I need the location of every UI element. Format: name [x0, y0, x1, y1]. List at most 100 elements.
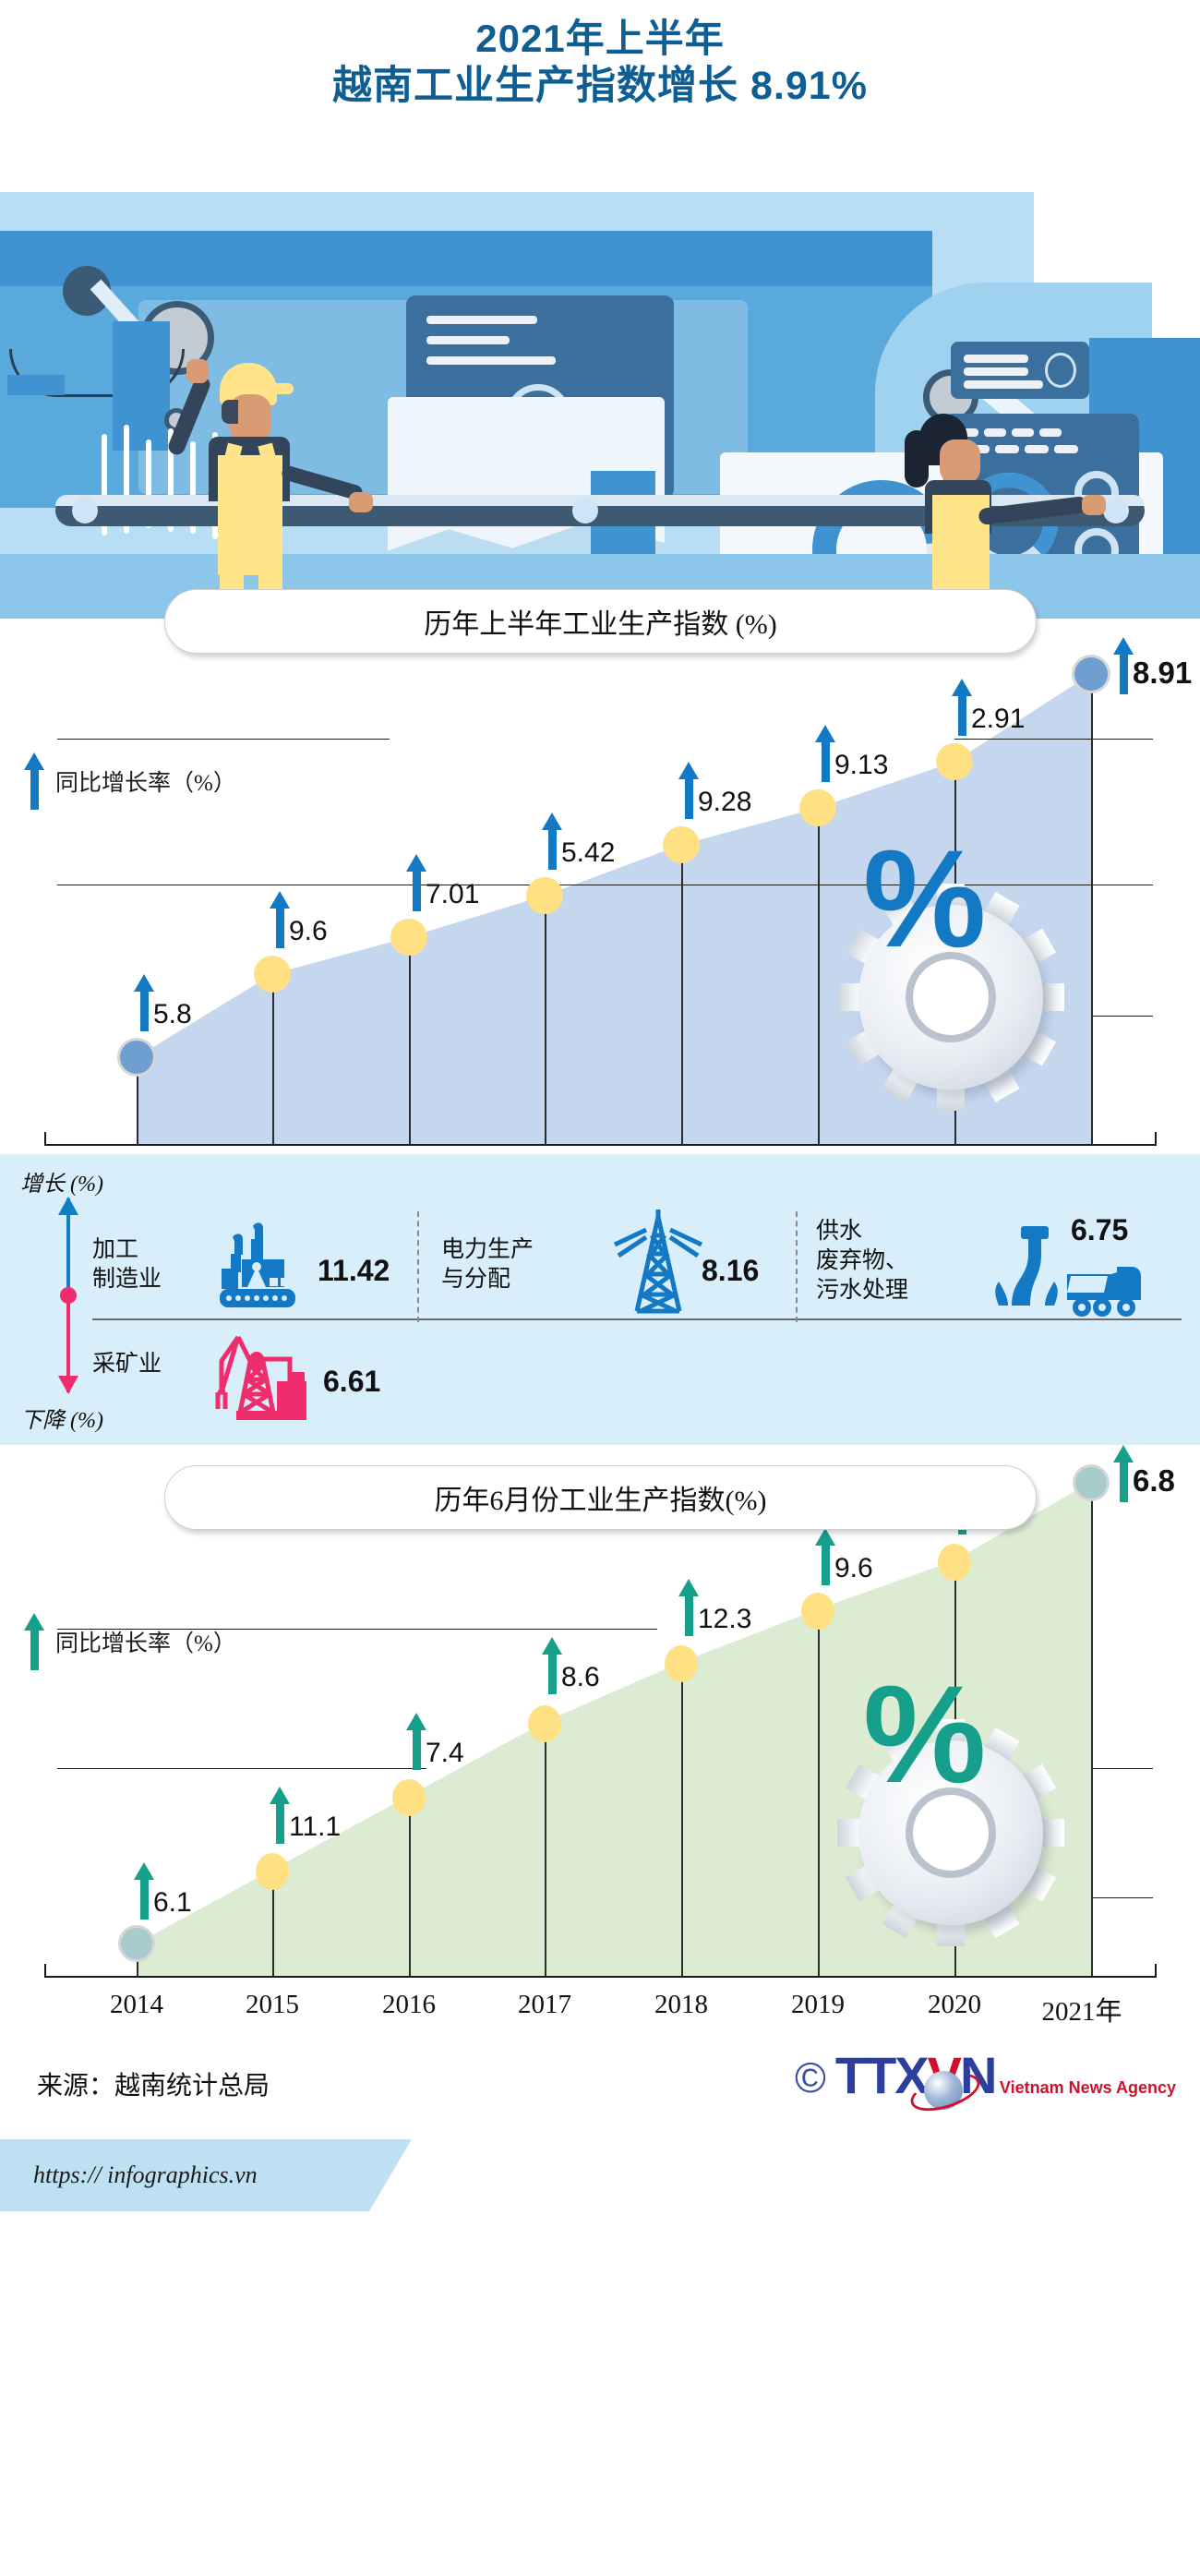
- chart-historical-june: 历年6月份工业生产指数(%) 同比增长率（%）: [0, 1444, 1200, 2036]
- chart1-point: [120, 1040, 153, 1074]
- chart1-value-label: 9.28: [698, 786, 752, 817]
- chart1-value-label: 9.13: [834, 749, 889, 780]
- chart1-caption: 历年上半年工业生产指数 (%): [164, 588, 1037, 654]
- percent-symbol-icon: %: [863, 820, 987, 976]
- chart2-point: [528, 1704, 561, 1742]
- chart1-value-label: 5.42: [561, 837, 616, 868]
- gear-percent-graphic: [831, 877, 1071, 1117]
- up-arrow-icon: [134, 1861, 154, 1920]
- chart1-value-arrow: [270, 890, 290, 948]
- chart1-value-label: 5.8: [153, 998, 192, 1029]
- source-text: 来源：越南统计总局: [37, 2071, 270, 2101]
- chart1-gridline: [1091, 1015, 1153, 1017]
- chart2-x-label: 2015: [246, 1989, 299, 2019]
- chart2-value-arrow: [678, 1578, 699, 1636]
- chart1-area-fill: [137, 673, 1091, 1145]
- sector-label-mining: 采矿业: [92, 1351, 162, 1377]
- chart2-x-label: 2016: [382, 1989, 436, 2019]
- chart2-point: [121, 1927, 152, 1959]
- chart2-x-label: 2020: [928, 1989, 981, 2019]
- chart1-value-arrow: [678, 761, 699, 819]
- chart1-value-label: 9.6: [289, 915, 328, 946]
- chart2-stem: [409, 1795, 411, 1977]
- chart1-plot: % 5.8 9.6 7.01 5.42 9.28: [0, 619, 1200, 1193]
- up-arrow-icon: [406, 1712, 426, 1770]
- arrow-up-icon: [58, 1196, 78, 1215]
- water-truck-icon: [986, 1224, 1143, 1322]
- sector-label-water: 供水 废弃物、 污水处理: [816, 1218, 909, 1303]
- logo-subtitle: Vietnam News Agency: [999, 2077, 1176, 2097]
- sector-value-mining: 6.61: [323, 1364, 381, 1398]
- sector-axis-knob: [60, 1286, 77, 1304]
- chart1-point: [1074, 656, 1108, 691]
- chart1-x-axis: [44, 1143, 1157, 1146]
- chart1-value-arrow: [815, 724, 835, 782]
- chart1-value-arrow: [1113, 636, 1134, 694]
- chart2-gridline: [57, 1628, 657, 1630]
- sector-divider: [92, 1318, 1182, 1320]
- chart2-value-arrow: [134, 1861, 154, 1920]
- up-arrow-icon: [406, 853, 426, 911]
- chart2-x-axis: [44, 1975, 1157, 1978]
- chart1-point: [526, 876, 563, 914]
- chart1-stem: [137, 1056, 138, 1145]
- chart2-x-label: 2019: [791, 1989, 845, 2019]
- chart2-value-label: 8.6: [561, 1661, 600, 1692]
- chart1-point: [254, 955, 291, 993]
- chart2-stem: [818, 1608, 820, 1977]
- chart2-value-label: 6.1: [153, 1886, 192, 1918]
- chart1-stem: [272, 973, 274, 1145]
- chart2-axis-cap: [1155, 1963, 1157, 1977]
- chart1-stem: [409, 936, 411, 1145]
- chart2-value-label: 7.4: [426, 1737, 464, 1768]
- chart2-axis-note-label: 同比增长率（%）: [55, 1631, 236, 1656]
- chart2-x-label: 2014: [110, 1989, 163, 2019]
- sector-band: 增长 (%) 下降 (%) 加工 制造业 11.42 电力生产 与分配: [0, 1153, 1200, 1445]
- sector-value-manufacturing: 11.42: [318, 1253, 390, 1287]
- up-arrow-icon: [542, 812, 562, 870]
- chart2-value-label: 12.3: [698, 1603, 752, 1634]
- url-bar: [0, 2138, 412, 2211]
- chart2-stem: [545, 1721, 546, 1977]
- chart2-stem: [137, 1943, 138, 1977]
- up-arrow-icon: [24, 752, 44, 810]
- chart2-point: [938, 1543, 971, 1581]
- sector-growth-caption: 增长 (%): [20, 1172, 103, 1197]
- page-title: 2021年上半年 越南工业生产指数增长 8.91%: [0, 0, 1200, 111]
- up-arrow-icon: [270, 1786, 290, 1844]
- gear-percent-graphic: [831, 1713, 1071, 1953]
- chart2-caption: 历年6月份工业生产指数(%): [164, 1464, 1037, 1530]
- chart2-value-arrow: [270, 1786, 290, 1844]
- up-arrow-icon: [24, 1612, 44, 1670]
- chart2-axis-cap: [44, 1963, 46, 1977]
- chart1-value-arrow: [134, 973, 154, 1031]
- chart2-value-arrow: [815, 1527, 835, 1585]
- chart2-plot: % 6.1 11.1 7.4 8.6 12.3: [0, 1444, 1200, 2036]
- ttxvn-logo: © TTXVN Vietnam News Agency: [795, 2049, 1176, 2118]
- chart2-value-label: 6.8: [1133, 1463, 1175, 1498]
- site-url[interactable]: https:// infographics.vn: [33, 2161, 258, 2188]
- conveyor-roller: [572, 497, 598, 524]
- chart2-point: [665, 1644, 698, 1682]
- chart2-value-label: 11.1: [289, 1811, 342, 1842]
- sector-separator: [796, 1210, 798, 1322]
- chart1-point: [663, 825, 700, 863]
- chart2-gridline: [1091, 1767, 1153, 1769]
- chart2-point: [1075, 1466, 1107, 1499]
- up-arrow-icon: [815, 724, 835, 782]
- sector-value-water: 6.75: [1071, 1212, 1129, 1246]
- sector-decline-caption: 下降 (%): [20, 1408, 103, 1433]
- conveyor-belt-highlight: [55, 494, 1145, 506]
- chart1-stem: [818, 807, 820, 1145]
- sector-axis-down-line: [66, 1294, 70, 1392]
- hero-illustration: [0, 119, 1200, 619]
- title-line-2: 越南工业生产指数增长 8.91%: [332, 64, 868, 109]
- chart1-axis-note-label: 同比增长率（%）: [55, 770, 236, 796]
- title-line-1: 2021年上半年: [475, 17, 725, 60]
- chart1-value-label: 2.91: [971, 703, 1026, 734]
- conveyor-roller: [72, 497, 98, 524]
- chart1-point: [799, 788, 836, 826]
- chart2-gridline: [1091, 1896, 1153, 1898]
- chart1-gridline: [57, 738, 390, 740]
- chart2-x-label: 2017: [518, 1989, 571, 2019]
